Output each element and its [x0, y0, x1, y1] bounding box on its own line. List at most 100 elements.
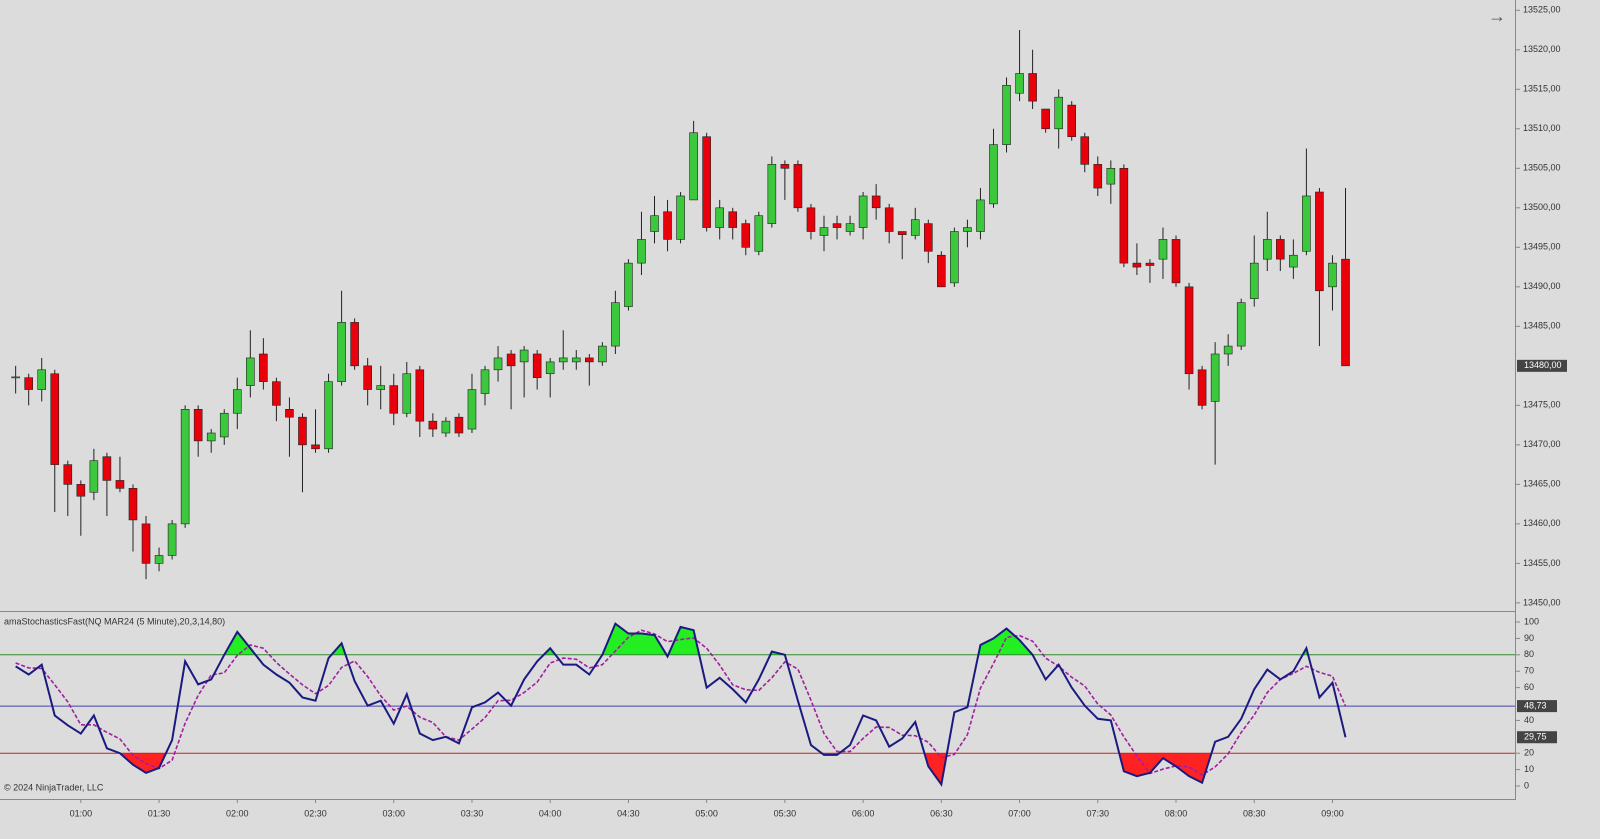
candle-body: [1145, 262, 1155, 266]
x-tick-label: 09:00: [1321, 808, 1344, 818]
x-tick-label: 08:30: [1243, 808, 1266, 818]
candle-body: [389, 385, 399, 414]
last-price-label: 13480,00: [1524, 360, 1562, 370]
y-tick-label: 13455,00: [1523, 558, 1561, 568]
y-tick-label: 20: [1524, 748, 1534, 758]
candle-body: [728, 211, 738, 228]
candle-body: [1289, 254, 1298, 268]
candle-body: [1341, 258, 1350, 367]
candle-body: [806, 207, 816, 232]
candle-body: [154, 555, 164, 564]
y-tick-label: 13495,00: [1523, 242, 1561, 252]
x-tick-label: 08:00: [1165, 808, 1188, 818]
candle-body: [676, 195, 685, 240]
candle-body: [141, 523, 151, 564]
x-tick-label: 06:30: [930, 808, 953, 818]
candle-body: [1106, 168, 1116, 185]
candle-body: [689, 132, 698, 201]
candle-body: [585, 357, 594, 363]
candle-body: [754, 215, 764, 252]
arrow-button[interactable]: →: [1488, 6, 1506, 26]
candle-body: [167, 523, 177, 556]
candle-body: [702, 136, 711, 228]
y-tick-label: 13515,00: [1523, 84, 1561, 94]
candle-body: [376, 385, 386, 390]
candle-body: [1067, 104, 1077, 137]
last-value-box: [1517, 731, 1557, 744]
candle-body: [1315, 191, 1324, 292]
candle-body: [832, 223, 842, 228]
candle-body: [1302, 195, 1311, 252]
y-tick-label: 90: [1524, 633, 1534, 643]
level-label-box: [1517, 700, 1557, 713]
x-tick-label: 04:00: [539, 808, 562, 818]
candle-body: [63, 464, 73, 485]
x-tick-label: 05:30: [774, 808, 797, 818]
candle-body: [37, 369, 47, 390]
candle-body: [650, 215, 659, 232]
candle-body: [780, 164, 790, 169]
candle-body: [298, 416, 307, 446]
candle-body: [454, 416, 464, 434]
candle-body: [624, 262, 633, 307]
candle-body: [858, 195, 868, 228]
candle-body: [350, 322, 359, 367]
y-tick-label: 10: [1524, 764, 1534, 774]
candle-body: [402, 373, 412, 414]
candle-body: [1197, 369, 1207, 406]
candle-body: [558, 357, 568, 363]
candle-body: [480, 369, 490, 394]
candle-body: [871, 195, 881, 209]
candle-body: [793, 164, 803, 209]
x-tick-label: 05:00: [695, 808, 718, 818]
x-tick-label: 03:00: [382, 808, 405, 818]
candle-body: [1132, 262, 1142, 268]
candle-body: [950, 231, 959, 284]
y-tick-label: 13450,00: [1523, 597, 1561, 607]
y-tick-label: 13490,00: [1523, 281, 1561, 291]
candle-body: [232, 389, 242, 414]
candle-body: [180, 409, 190, 525]
candle-body: [571, 357, 581, 363]
y-tick-label: 13475,00: [1523, 400, 1561, 410]
candle-body: [1236, 302, 1246, 347]
candle-body: [532, 353, 542, 378]
candle-body: [923, 223, 933, 252]
candle-body: [741, 223, 751, 248]
candle-body: [1080, 136, 1090, 165]
level-label: 48,73: [1524, 700, 1547, 710]
y-tick-label: 70: [1524, 666, 1534, 676]
candle-body: [637, 239, 646, 264]
zone-fill: [119, 753, 1212, 785]
candle-body: [193, 409, 203, 442]
y-tick-label: 100: [1524, 616, 1539, 626]
copyright: © 2024 NinjaTrader, LLC: [4, 782, 104, 792]
y-tick-label: 13510,00: [1523, 123, 1561, 133]
x-tick-label: 01:00: [70, 808, 93, 818]
candle-body: [1249, 262, 1259, 299]
y-tick-label: 13500,00: [1523, 202, 1561, 212]
candle-body: [1093, 164, 1103, 189]
candle-body: [493, 357, 503, 371]
candle-body: [1262, 239, 1272, 260]
candle-body: [272, 381, 281, 406]
candle-body: [545, 361, 555, 375]
candle-body: [415, 369, 425, 422]
candle-body: [467, 389, 477, 430]
candle-body: [767, 164, 777, 224]
candle-body: [989, 144, 998, 205]
y-tick-label: 13470,00: [1523, 439, 1561, 449]
candle-body: [363, 365, 372, 390]
candle-body: [611, 302, 620, 347]
y-tick-label: 0: [1524, 780, 1529, 790]
signal-line: [15, 629, 1347, 776]
candle-body: [1028, 73, 1037, 102]
y-tick-label: 13505,00: [1523, 163, 1561, 173]
candle-body: [910, 219, 920, 236]
candle-body: [897, 231, 907, 235]
y-tick-label: 13520,00: [1523, 44, 1561, 54]
x-tick-label: 04:30: [617, 808, 640, 818]
